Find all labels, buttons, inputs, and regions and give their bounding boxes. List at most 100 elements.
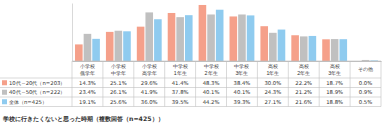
table-line [72, 61, 73, 107]
bar [230, 16, 238, 61]
tick: 高校1年生 [266, 61, 279, 76]
table-rows: 10代～20代（n=203）14.3%25.1%29.6%41.4%48.3%3… [2, 80, 372, 105]
data-label: 25.6% [110, 99, 127, 105]
category-label: その他 [358, 66, 373, 72]
table-line [102, 61, 103, 107]
data-label: 22.2% [295, 80, 312, 86]
bar [278, 30, 286, 61]
data-label: 38.4% [234, 80, 251, 86]
data-label: 30.0% [264, 80, 281, 86]
tick: 中学校3年生 [234, 61, 249, 76]
title: 学校に行きたくないと思った時期（複数回答（n=425）） [3, 115, 164, 123]
bar [115, 31, 123, 61]
category-label: 中学校2年生 [204, 63, 219, 76]
data-label: 48.3% [203, 80, 220, 86]
category-label: 高校2年生 [297, 63, 310, 76]
data-label: 26.1% [110, 89, 127, 95]
data-label: 18.9% [326, 89, 343, 95]
table-line [0, 106, 381, 107]
data-label: 39.3% [234, 99, 251, 105]
data-label: 0.0% [359, 80, 372, 86]
bar [300, 36, 308, 61]
legend-label: 10代～20代（n=203） [9, 80, 65, 86]
bars [75, 5, 378, 61]
category-label: 中学校1年生 [173, 63, 188, 76]
legend-swatch [2, 99, 7, 104]
table-line [319, 61, 320, 107]
data-label: 27.1% [264, 99, 281, 105]
table-line [164, 61, 165, 107]
table-line [195, 61, 196, 107]
bar [75, 44, 83, 61]
data-label: 23.4% [79, 89, 96, 95]
data-label: 18.8% [326, 99, 343, 105]
bar [199, 5, 207, 61]
tick: 高校2年生 [297, 61, 310, 76]
bar [168, 13, 176, 61]
table-line [288, 61, 289, 107]
data-label: 14.3% [79, 80, 96, 86]
table-line [257, 61, 258, 107]
tick: その他 [358, 61, 373, 72]
category-label: 小学校中学年 [111, 63, 126, 76]
bar [137, 27, 145, 61]
data-label: 25.1% [110, 80, 127, 86]
bar [269, 33, 277, 61]
data-label: 0.5% [359, 99, 372, 105]
tick: 中学校2年生 [204, 61, 219, 76]
legend-swatch [2, 90, 7, 95]
data-label: 39.5% [172, 99, 189, 105]
tick: 高校3年生 [328, 61, 341, 76]
bar [339, 39, 347, 61]
table-line [72, 61, 381, 62]
bar [322, 39, 330, 61]
chart: 小学校低学年 小学校中学年 小学校高学年 中学校1年生 中学校2年生 中学校3年生 高校1年… [0, 0, 384, 128]
data-label: 21.2% [295, 89, 312, 95]
y-axis-line [72, 4, 73, 62]
bar [247, 15, 255, 61]
data-label: 36.0% [141, 99, 158, 105]
data-label: 37.8% [172, 89, 189, 95]
table-line [0, 97, 381, 98]
bar [123, 31, 131, 61]
legend-label: 40代～50代（n=222） [9, 89, 65, 95]
category-label: 高校3年生 [328, 63, 341, 76]
bar [185, 15, 193, 61]
category-label: 小学校高学年 [142, 63, 157, 76]
x-axis-line [73, 61, 382, 62]
data-label: 40.1% [203, 89, 220, 95]
category-label: 高校1年生 [266, 63, 279, 76]
table-line [133, 61, 134, 107]
y-axis [72, 4, 73, 62]
x-axis: 小学校低学年 小学校中学年 小学校高学年 中学校1年生 中学校2年生 中学校3年生 高校1年… [73, 61, 382, 76]
bar [309, 36, 317, 61]
table-line [226, 61, 227, 107]
bar [106, 32, 114, 61]
bar [207, 14, 215, 61]
table-grid [0, 61, 381, 107]
tick: 小学校低学年 [80, 61, 95, 76]
bar [331, 39, 339, 61]
data-label: 44.2% [203, 99, 220, 105]
data-label: 0.9% [359, 89, 372, 95]
data-label: 40.1% [234, 89, 251, 95]
table-line [0, 78, 381, 79]
table-line [381, 61, 382, 107]
table-line [350, 61, 351, 107]
bar [84, 34, 92, 61]
data-label: 18.7% [326, 80, 343, 86]
bar [238, 14, 246, 61]
bar [291, 35, 299, 61]
category-label: 小学校低学年 [80, 63, 95, 76]
legend-label: 全体（n=425） [9, 99, 47, 105]
data-label: 19.1% [79, 99, 96, 105]
data-label: 21.6% [295, 99, 312, 105]
bar [260, 26, 268, 61]
data-label: 29.6% [141, 80, 158, 86]
data-label: 24.3% [264, 89, 281, 95]
bar [92, 39, 100, 61]
tick: 小学校高学年 [142, 61, 157, 76]
bar [145, 12, 153, 61]
table-line [0, 87, 381, 88]
tick: 小学校中学年 [111, 61, 126, 76]
